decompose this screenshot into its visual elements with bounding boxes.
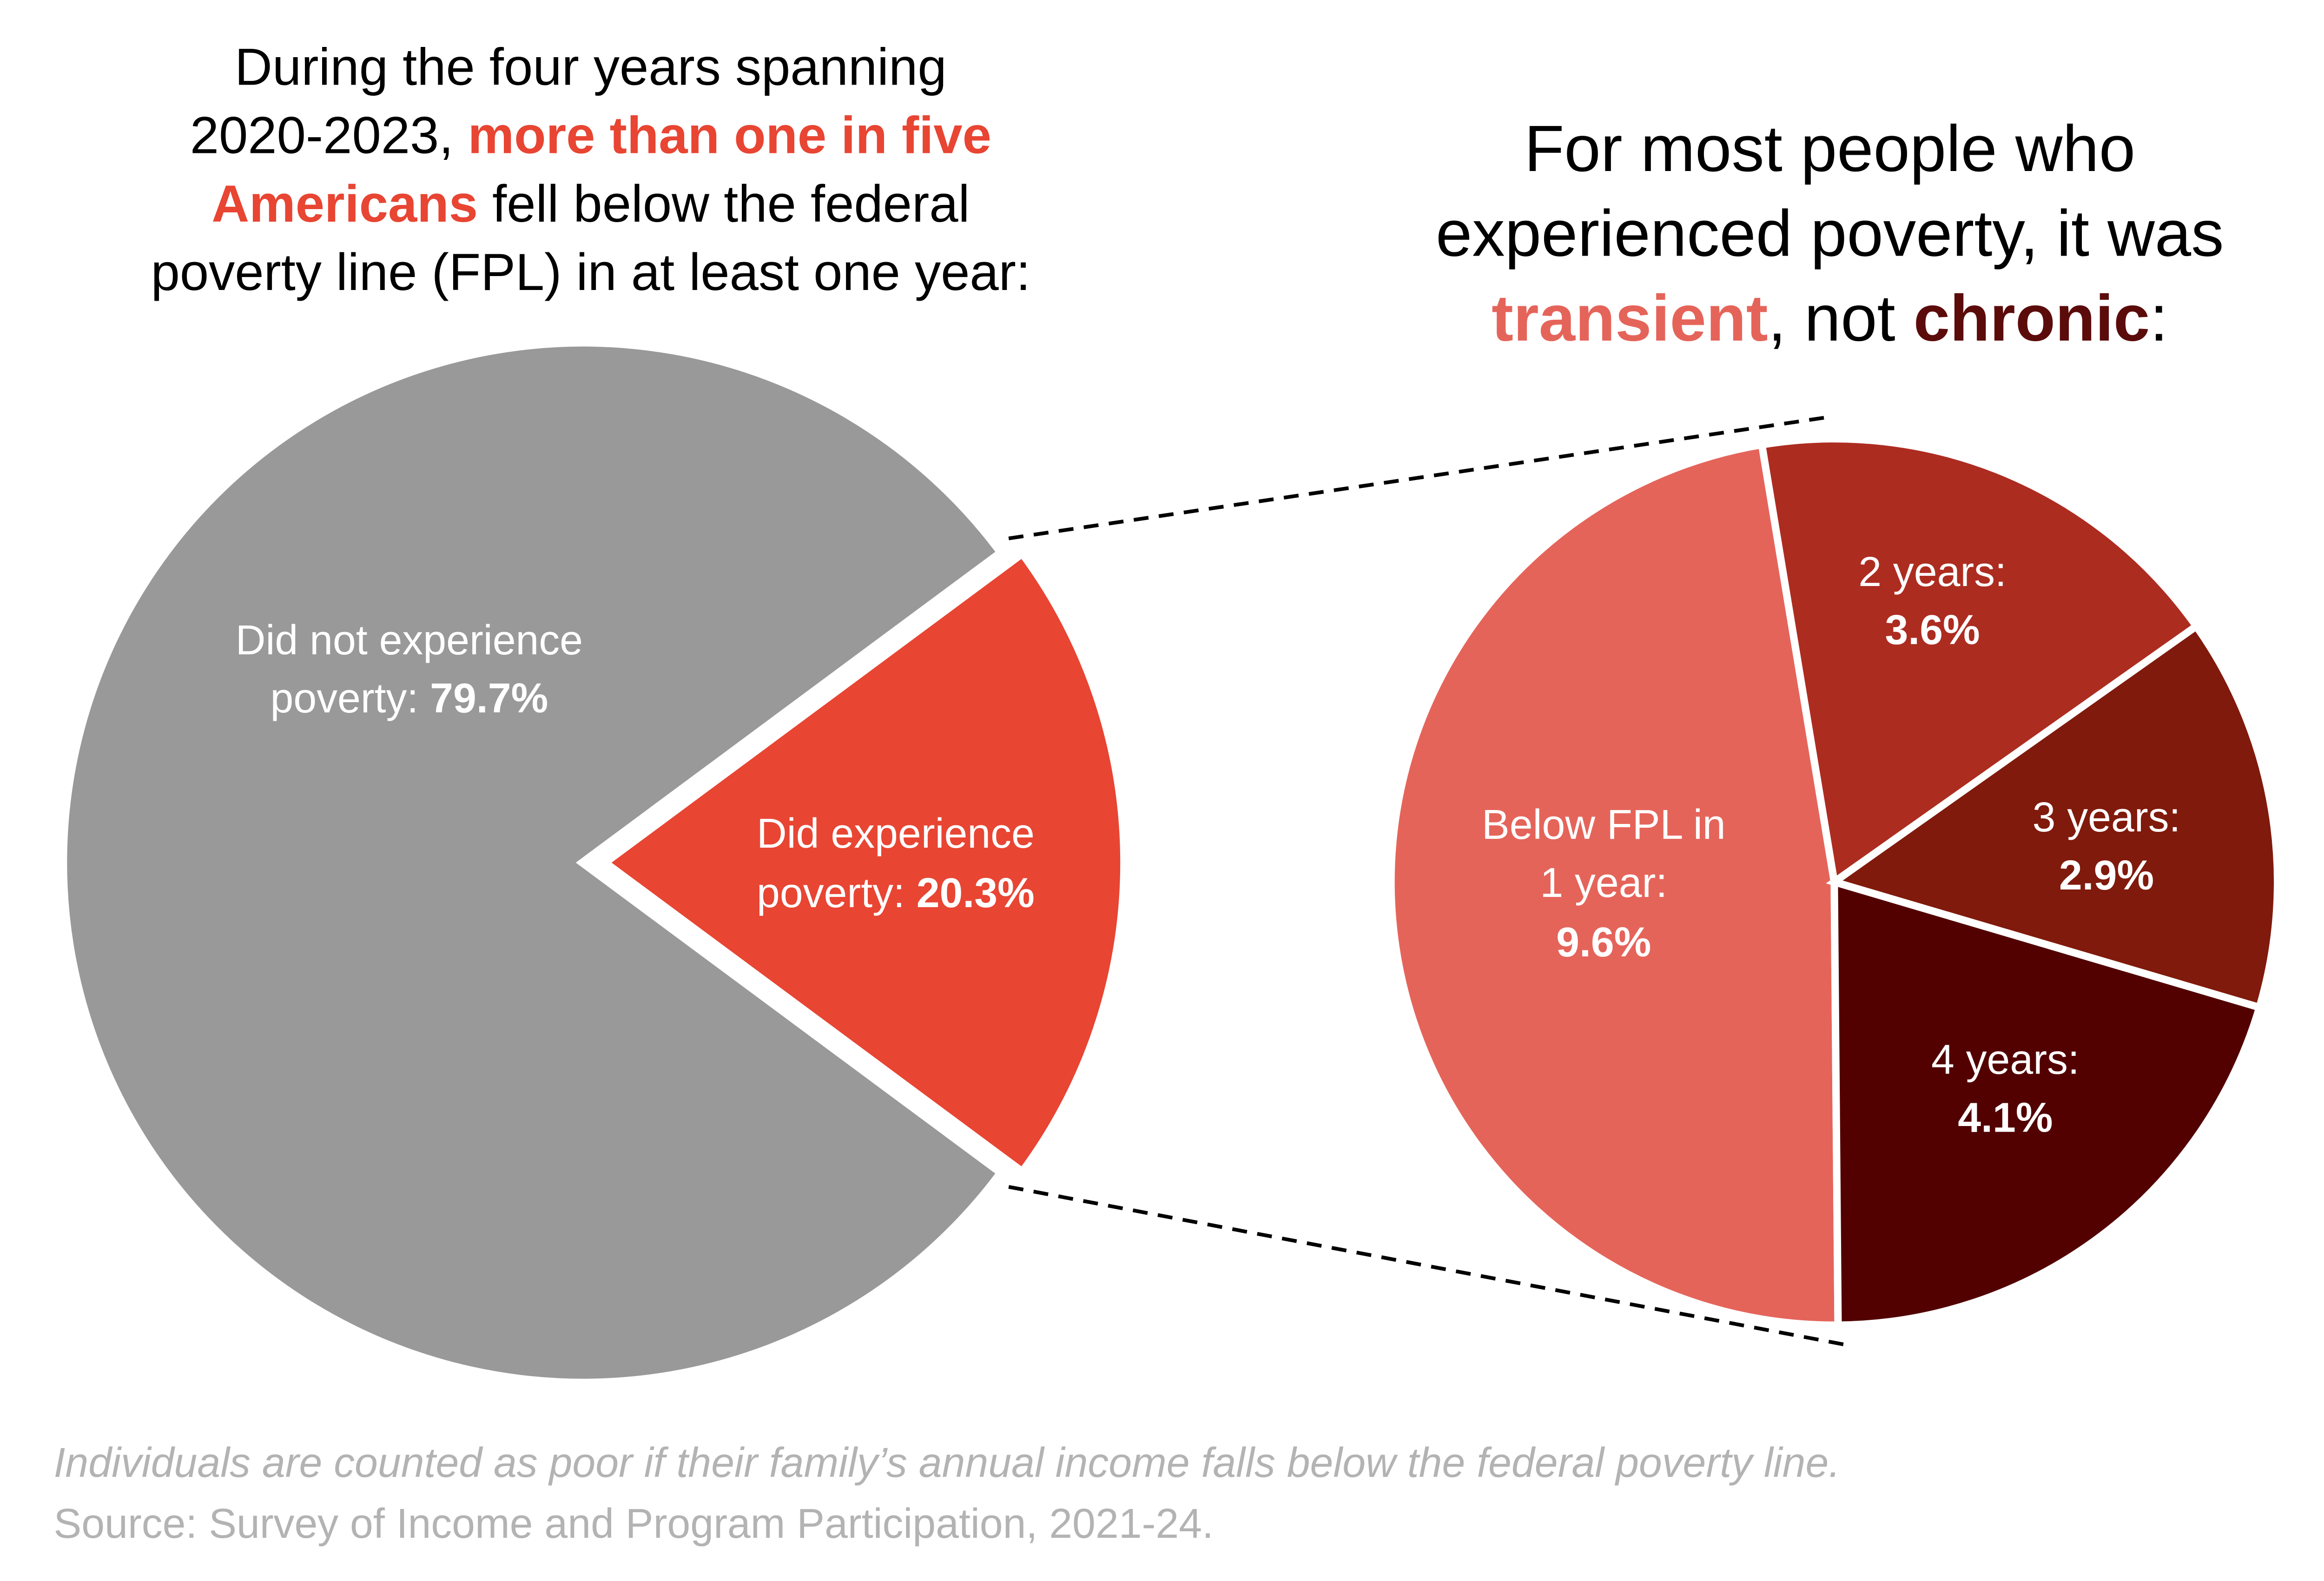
pie-slice-4-years — [1830, 877, 2265, 1329]
left-title: During the four years spanning 2020-2023… — [151, 38, 1030, 301]
slice-label-4-years: 4 years: — [1931, 1036, 2080, 1083]
slice-label-poverty-line-2: poverty: 20.3% — [757, 870, 1035, 916]
right-title-line-3: transient, not chronic: — [1492, 282, 2168, 355]
left-title-line-4: poverty line (FPL) in at least one year: — [151, 243, 1030, 301]
slice-value-1-year: 9.6% — [1556, 919, 1651, 965]
slice-label-no-poverty-line-1: Did not experience — [236, 617, 583, 663]
slice-label-3-years: 3 years: — [2033, 794, 2181, 840]
right-title-line-2: experienced poverty, it was — [1436, 197, 2224, 270]
slice-label-2-years: 2 years: — [1858, 548, 2007, 595]
right-pie — [1387, 435, 2282, 1329]
pie-slice-did-experience-poverty — [596, 546, 1129, 1179]
pie-slice-2-years — [1757, 435, 2202, 889]
slice-label-1-year-line-2: 1 year: — [1540, 859, 1667, 906]
left-title-line-1: During the four years spanning — [235, 38, 947, 96]
left-pie — [58, 337, 1129, 1388]
slice-label-poverty-line-1: Did experience — [757, 810, 1035, 856]
pie-slice-did-not-experience-poverty — [58, 337, 1008, 1388]
left-title-line-3: Americans fell below the federal — [211, 175, 970, 233]
slice-value-4-years: 4.1% — [1958, 1094, 2053, 1140]
slice-value-3-years: 2.9% — [2059, 852, 2154, 898]
slice-value-2-years: 3.6% — [1885, 606, 1980, 653]
right-title-line-1: For most people who — [1524, 112, 2135, 185]
slice-label-no-poverty-line-2: poverty: 79.7% — [271, 675, 548, 721]
connector-line-bottom — [1008, 1185, 1853, 1348]
left-title-line-2: 2020-2023, more than one in five — [190, 106, 991, 165]
footnote-source: Source: Survey of Income and Program Par… — [54, 1500, 1214, 1547]
right-title: For most people who experienced poverty,… — [1436, 112, 2224, 355]
slice-label-1-year-line-1: Below FPL in — [1482, 801, 1726, 848]
pie-slice-below-fpl-in-1-year — [1387, 440, 1842, 1329]
footnote-note: Individuals are counted as poor if their… — [54, 1439, 1841, 1486]
connector-line-top — [1008, 415, 1833, 540]
